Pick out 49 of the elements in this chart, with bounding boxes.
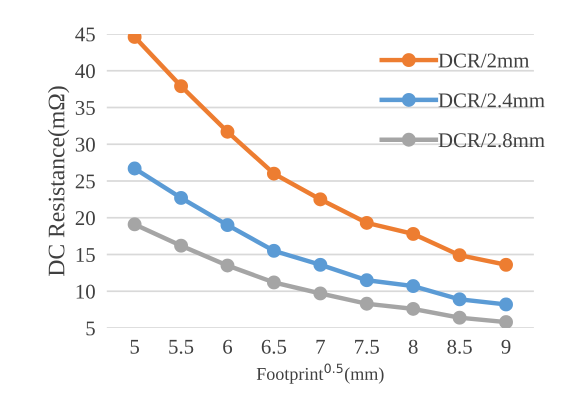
point	[452, 292, 467, 306]
legend-label: DCR/2.8mm	[438, 133, 545, 148]
x-tick-label: 5.5	[169, 340, 194, 354]
legend-label: DCR/2mm	[438, 54, 530, 68]
point	[452, 310, 467, 325]
point	[128, 162, 142, 176]
point	[174, 238, 188, 253]
y-tick-label: 25	[76, 174, 95, 188]
x-tick-label: 7	[316, 340, 325, 354]
point	[406, 302, 420, 316]
point	[266, 244, 281, 258]
legend-label: DCR/2.4mm	[438, 93, 545, 108]
y-tick-label: 5	[86, 322, 95, 336]
point	[220, 124, 234, 139]
point	[499, 315, 513, 328]
point	[499, 258, 513, 272]
x-tick-label: 6.5	[262, 340, 286, 354]
point	[174, 79, 188, 94]
x-tick-label: 9	[502, 340, 510, 354]
point	[313, 192, 328, 206]
x-tick-label: 8	[408, 340, 418, 354]
y-tick-label: 30	[76, 138, 95, 152]
y-tick-label: 35	[76, 100, 95, 115]
point	[266, 275, 281, 290]
x-tick-label: 6	[223, 340, 232, 354]
y-tick-label: 20	[76, 211, 95, 226]
point	[220, 218, 234, 232]
point	[220, 258, 234, 272]
point	[266, 166, 281, 181]
point	[452, 248, 467, 262]
point	[406, 226, 420, 241]
y-tick-label: 15	[76, 248, 95, 262]
point	[313, 258, 328, 272]
point	[360, 296, 374, 311]
point	[499, 298, 513, 312]
x-tick-label: 8.5	[447, 340, 472, 354]
point	[360, 273, 374, 288]
y-axis-title: DC Resistance(mΩ)	[48, 86, 70, 276]
y-tick-label: 40	[75, 64, 95, 78]
y-tick-label: 45	[75, 28, 95, 42]
point	[128, 217, 142, 232]
point	[174, 190, 188, 205]
point	[406, 279, 420, 294]
point	[360, 216, 374, 230]
point	[313, 286, 328, 300]
x-tick-label: 5	[130, 340, 140, 354]
y-tick-label: 10	[76, 284, 95, 299]
x-tick-label: 7.5	[355, 340, 379, 354]
x-axis-title: Footprint$^{0.5}$(mm)	[256, 364, 384, 384]
